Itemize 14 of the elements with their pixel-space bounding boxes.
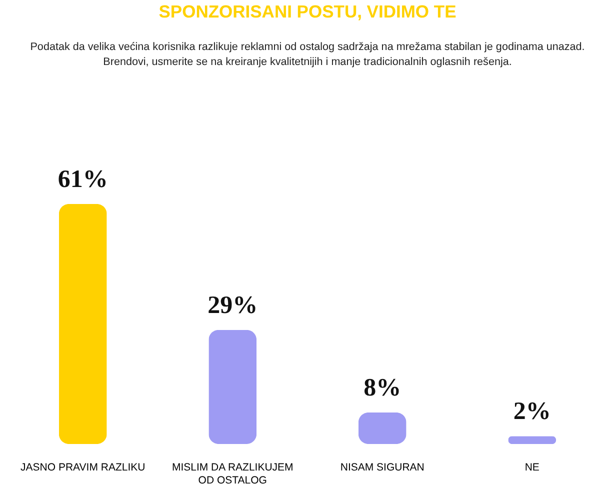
data-label: 2% — [513, 398, 551, 426]
data-label: 29% — [208, 292, 258, 319]
bar — [208, 330, 257, 444]
data-label: 8% — [364, 374, 402, 402]
bar — [508, 436, 556, 444]
x-tick-label: NE — [524, 462, 540, 474]
x-tick-label: MISLIM DA RAZLIKUJEM OD OSTALOG — [172, 462, 294, 486]
data-label: 61% — [58, 166, 108, 193]
x-tick-label: NISAM SIGURAN — [340, 462, 424, 474]
x-tick-label: JASNO PRAVIM RAZLIKU — [20, 462, 146, 474]
bar — [358, 412, 406, 444]
chart-subtitle: Podatak da velika većina korisnika razlikuje reklamni od ostalog sadržaja na mrežama stabilan je godinama unazad. Brendovi, usmerite se na kreiranje kvalitetnijih i manje tradicionalnih oglasnih rešenja. — [30, 41, 585, 68]
bar — [58, 204, 107, 444]
chart-title: SPONZORISANI POSTU, VIDIMO TE — [158, 2, 456, 22]
